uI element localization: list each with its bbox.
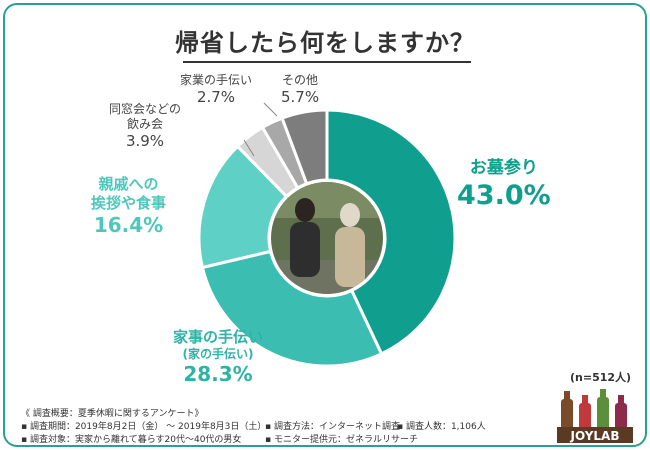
slice-name: 家業の手伝い: [180, 73, 253, 87]
slice-label-housework: 家事の手伝い (家の手伝い) 28.3%: [173, 328, 263, 387]
slice-label-grave-visit: お墓参り 43.0%: [457, 158, 551, 213]
slice-housework: [200, 249, 384, 368]
survey-method: ▪ 調査方法：インターネット調査: [265, 422, 400, 432]
donut-chart: [197, 102, 457, 368]
leader-line: [243, 139, 255, 157]
survey-heading: 《 調査概要：夏季休暇に関するアンケート》: [21, 409, 204, 419]
chart-title: 帰省したら何をしますか？: [175, 29, 475, 57]
slice-label-reunion: 同窓会などの 飲み会 3.9%: [109, 102, 181, 151]
survey-row: ▪ 調査対象：実家から離れて暮らす20代～40代の男女 ▪ モニター提供元：ゼネラ…: [21, 434, 486, 445]
logo-text: JOYLAB: [569, 429, 619, 443]
slice-sublabel: (家の手伝い): [182, 346, 254, 361]
slice-value: 2.7%: [196, 88, 236, 106]
slice-label-relatives: 親戚への 挨拶や食事 16.4%: [91, 175, 166, 238]
slice-label-other: その他 5.7%: [281, 73, 319, 107]
slice-value: 28.3%: [183, 361, 253, 386]
slice-name-line2: 挨拶や食事: [91, 193, 167, 212]
slice-name: 家事の手伝い: [173, 328, 264, 346]
slice-value: 16.4%: [93, 212, 164, 237]
center-photo: [271, 182, 383, 294]
slice-name-line2: 飲み会: [127, 117, 164, 131]
slice-value: 5.7%: [281, 88, 320, 106]
survey-row: ▪ 調査期間：2019年8月2日（金） ～ 2019年8月3日（土）▪ 調査方法…: [21, 421, 486, 434]
slice-name-line1: 親戚への: [98, 175, 159, 193]
survey-summary: 《 調査概要：夏季休暇に関するアンケート》 ▪ 調査期間：2019年8月2日（金…: [21, 408, 486, 445]
slice-name-line1: 同窓会などの: [109, 102, 182, 116]
infographic-card: 帰省したら何をしますか？ お墓参り 43.0% 家事の手伝い (家の手伝: [3, 3, 647, 447]
joylab-logo: JOYLAB: [557, 389, 633, 443]
title-underline: [183, 61, 471, 63]
survey-period: ▪ 調査期間：2019年8月2日（金） ～ 2019年8月3日（土）: [21, 422, 267, 432]
slice-label-family-business: 家業の手伝い 2.7%: [180, 73, 252, 107]
slice-name: お墓参り: [469, 158, 538, 178]
survey-target: ▪ 調査対象：実家から離れて暮らす20代～40代の男女: [21, 435, 242, 445]
leader-line: [263, 102, 278, 117]
slice-value: 3.9%: [125, 132, 165, 150]
slice-name: その他: [282, 73, 319, 87]
sample-size-note: (n=512人): [570, 371, 632, 384]
survey-provider: ▪ モニター提供元：ゼネラルリサーチ: [265, 435, 418, 445]
survey-count: ▪ 調査人数：1,106人: [397, 422, 486, 432]
slice-value: 43.0%: [457, 180, 551, 212]
